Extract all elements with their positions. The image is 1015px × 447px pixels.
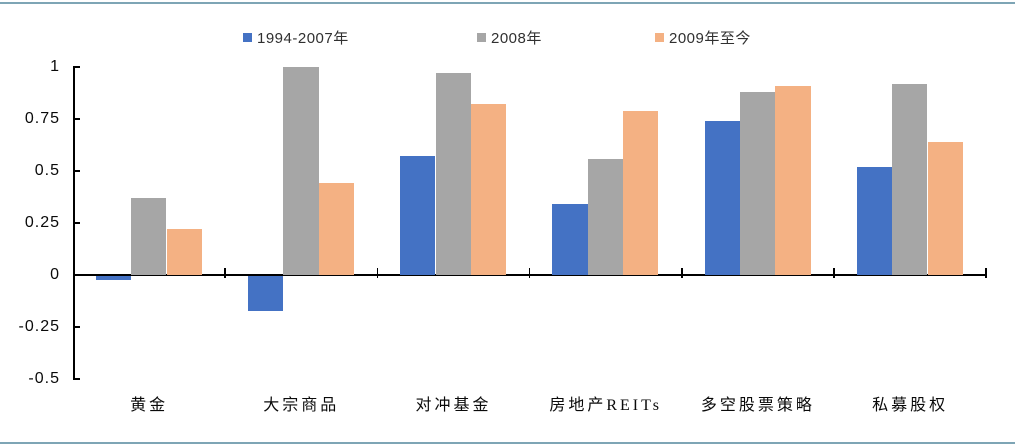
bar-0-2	[400, 156, 436, 275]
legend-label: 2008年	[491, 29, 542, 47]
bar-1-3	[587, 158, 624, 275]
bar-2-4	[775, 85, 811, 275]
x-axis-tick	[985, 268, 987, 278]
y-tick-label: 0.75	[24, 110, 60, 127]
x-category-label: 大宗商品	[263, 397, 340, 414]
y-axis-tick	[73, 118, 80, 120]
bar-1-2	[435, 73, 471, 275]
legend-item-series-2: 2009年至今	[655, 27, 751, 47]
y-tick-label: -0.25	[18, 318, 60, 335]
x-axis-tick	[224, 268, 226, 278]
y-tick-label: 0	[50, 266, 60, 283]
y-tick-label: 0.5	[34, 162, 60, 179]
bar-1-0	[131, 198, 167, 275]
bottom-accent-line	[0, 442, 1015, 444]
bar-0-0	[95, 275, 132, 280]
legend-marker-blue-icon	[243, 32, 252, 42]
x-category-label: 多空股票策略	[700, 397, 815, 414]
bar-0-1	[247, 275, 284, 312]
bar-1-1	[283, 67, 319, 275]
x-category-label: 私募股权	[872, 397, 949, 414]
legend-label: 1994-2007年	[257, 29, 349, 47]
y-tick-label: 0.25	[24, 214, 60, 231]
bar-1-5	[892, 83, 928, 275]
bar-0-5	[856, 166, 893, 275]
y-tick-label: -0.5	[28, 370, 60, 387]
x-axis-tick	[833, 268, 835, 278]
x-axis-tick	[528, 268, 531, 278]
bar-0-3	[552, 204, 588, 275]
legend-item-series-1: 2008年	[477, 27, 542, 47]
bar-2-5	[927, 141, 963, 275]
legend-marker-orange-icon	[655, 32, 664, 42]
y-tick-label: 1	[50, 58, 60, 75]
bar-0-4	[704, 121, 740, 275]
chart-legend: 1994-2007年 2008年 2009年至今	[0, 27, 1015, 47]
bar-1-4	[739, 91, 776, 275]
legend-marker-gray-icon	[477, 32, 486, 42]
bar-2-1	[318, 183, 355, 275]
y-axis-tick	[73, 378, 80, 380]
y-axis-tick	[73, 222, 80, 224]
x-category-label: 对冲基金	[415, 397, 492, 414]
x-category-label: 房地产REITs	[549, 397, 663, 414]
y-axis-tick	[73, 170, 80, 172]
x-axis-tick	[376, 268, 379, 278]
legend-item-series-0: 1994-2007年	[243, 27, 349, 47]
bar-2-2	[470, 104, 507, 275]
bar-2-0	[166, 229, 202, 275]
x-axis-tick	[681, 268, 683, 278]
legend-label: 2009年至今	[669, 29, 751, 47]
top-accent-line	[0, 2, 1015, 4]
bar-2-3	[623, 110, 659, 275]
y-axis-tick	[73, 326, 80, 328]
x-category-label: 黄金	[130, 397, 169, 414]
y-axis-tick	[73, 66, 80, 68]
